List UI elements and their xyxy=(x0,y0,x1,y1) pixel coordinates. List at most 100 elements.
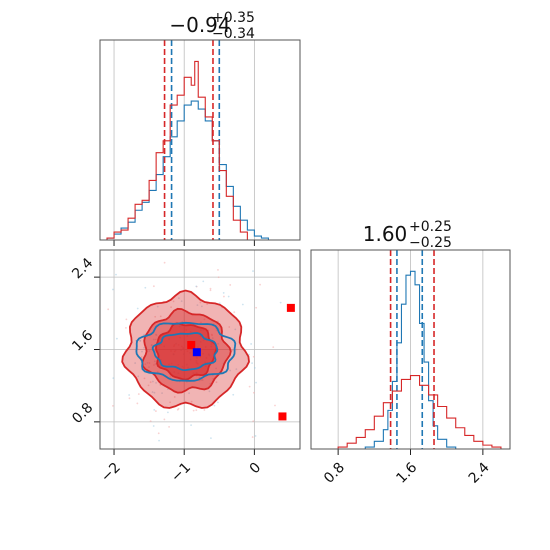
marker-point xyxy=(187,340,196,349)
sample-point xyxy=(209,287,212,290)
marker-point xyxy=(192,348,201,357)
sample-point xyxy=(215,367,218,370)
sample-point xyxy=(148,350,151,352)
sample-point xyxy=(215,381,218,384)
sample-point xyxy=(208,390,211,393)
sample-point xyxy=(153,391,156,394)
sample-point xyxy=(173,396,176,398)
sample-point xyxy=(279,301,282,304)
sample-point xyxy=(169,401,172,404)
sample-point xyxy=(157,432,160,435)
sample-point xyxy=(147,384,150,387)
sample-point xyxy=(154,315,157,318)
sample-point xyxy=(150,344,153,347)
y-tick-label: 1.6 xyxy=(69,327,96,354)
sample-point xyxy=(168,425,170,428)
sample-point xyxy=(201,379,204,381)
sample-point xyxy=(176,408,179,411)
sample-point xyxy=(170,306,172,309)
sample-point xyxy=(252,270,254,272)
title-param2: 1.60 xyxy=(363,222,408,246)
title-param1-minus: −0.34 xyxy=(212,26,255,42)
sample-point xyxy=(163,261,166,264)
sample-point xyxy=(196,304,199,307)
panel-frame xyxy=(99,39,301,241)
sample-point xyxy=(180,300,183,303)
histogram-series-2 xyxy=(337,375,505,450)
sample-point xyxy=(200,321,202,324)
sample-point xyxy=(136,402,139,405)
sample-point xyxy=(252,391,255,394)
x-tick-label: −2 xyxy=(98,460,124,486)
sample-point xyxy=(251,362,253,365)
sample-point xyxy=(143,346,146,349)
x-tick-label: 0 xyxy=(247,460,265,478)
sample-point xyxy=(188,392,190,395)
sample-point xyxy=(155,334,158,337)
sample-point xyxy=(151,380,154,383)
title-param1: −0.94 xyxy=(169,13,230,37)
sample-point xyxy=(152,338,155,341)
y-tick-label: 2.4 xyxy=(69,255,96,282)
sample-point xyxy=(137,375,140,378)
sample-point xyxy=(151,391,154,393)
sample-point xyxy=(232,393,235,396)
title-param2-plus: +0.25 xyxy=(409,219,452,235)
sample-point xyxy=(146,361,149,364)
contour-level xyxy=(135,321,237,382)
sample-point xyxy=(259,283,261,286)
sample-point xyxy=(192,409,195,412)
sample-point xyxy=(112,288,114,291)
title-param1-plus: +0.35 xyxy=(212,10,255,26)
sample-point xyxy=(229,369,232,372)
sample-point xyxy=(274,404,276,407)
sample-point xyxy=(112,404,114,407)
sample-point xyxy=(217,269,219,271)
panel-frame xyxy=(310,249,511,450)
sample-point xyxy=(166,411,169,414)
sample-point xyxy=(190,424,192,427)
sample-point xyxy=(112,377,115,379)
sample-point xyxy=(235,348,238,351)
sample-point xyxy=(255,381,257,384)
sample-point xyxy=(217,401,219,404)
sample-point xyxy=(161,392,163,394)
sample-point xyxy=(203,409,206,411)
x-tick-label: 1.6 xyxy=(393,460,420,487)
sample-point xyxy=(152,364,155,366)
sample-point xyxy=(155,381,157,384)
x-tick-label: 2.4 xyxy=(466,460,493,487)
contour-level xyxy=(151,332,219,372)
sample-point xyxy=(206,303,209,306)
sample-point xyxy=(148,362,151,364)
sample-point xyxy=(137,393,140,395)
sample-point xyxy=(223,295,225,298)
sample-point xyxy=(217,276,220,279)
sample-point xyxy=(128,394,131,396)
sample-point xyxy=(149,381,152,384)
panel-frame xyxy=(99,249,301,450)
sample-point xyxy=(211,334,213,337)
sample-point xyxy=(125,318,128,321)
sample-point xyxy=(228,326,231,328)
sample-point xyxy=(158,439,160,442)
marker-point xyxy=(286,303,295,312)
sample-point xyxy=(149,420,152,423)
sample-point xyxy=(195,285,198,288)
sample-point xyxy=(252,355,255,358)
histogram-series-1 xyxy=(356,270,460,450)
sample-point xyxy=(154,338,157,341)
sample-point xyxy=(143,377,146,380)
y-tick-label: 0.8 xyxy=(69,400,96,427)
histogram-panel-top-left xyxy=(99,39,301,246)
sample-point xyxy=(211,337,214,339)
sample-point xyxy=(144,286,147,289)
sample-point xyxy=(209,289,212,292)
scatter-panel-bottom-left: −2 −1 0 0.8 1.6 2.4 xyxy=(69,249,301,486)
sample-point xyxy=(159,315,162,318)
sample-point xyxy=(210,437,212,440)
sample-point xyxy=(144,363,147,366)
sample-point xyxy=(153,360,156,363)
sample-point xyxy=(140,356,143,358)
